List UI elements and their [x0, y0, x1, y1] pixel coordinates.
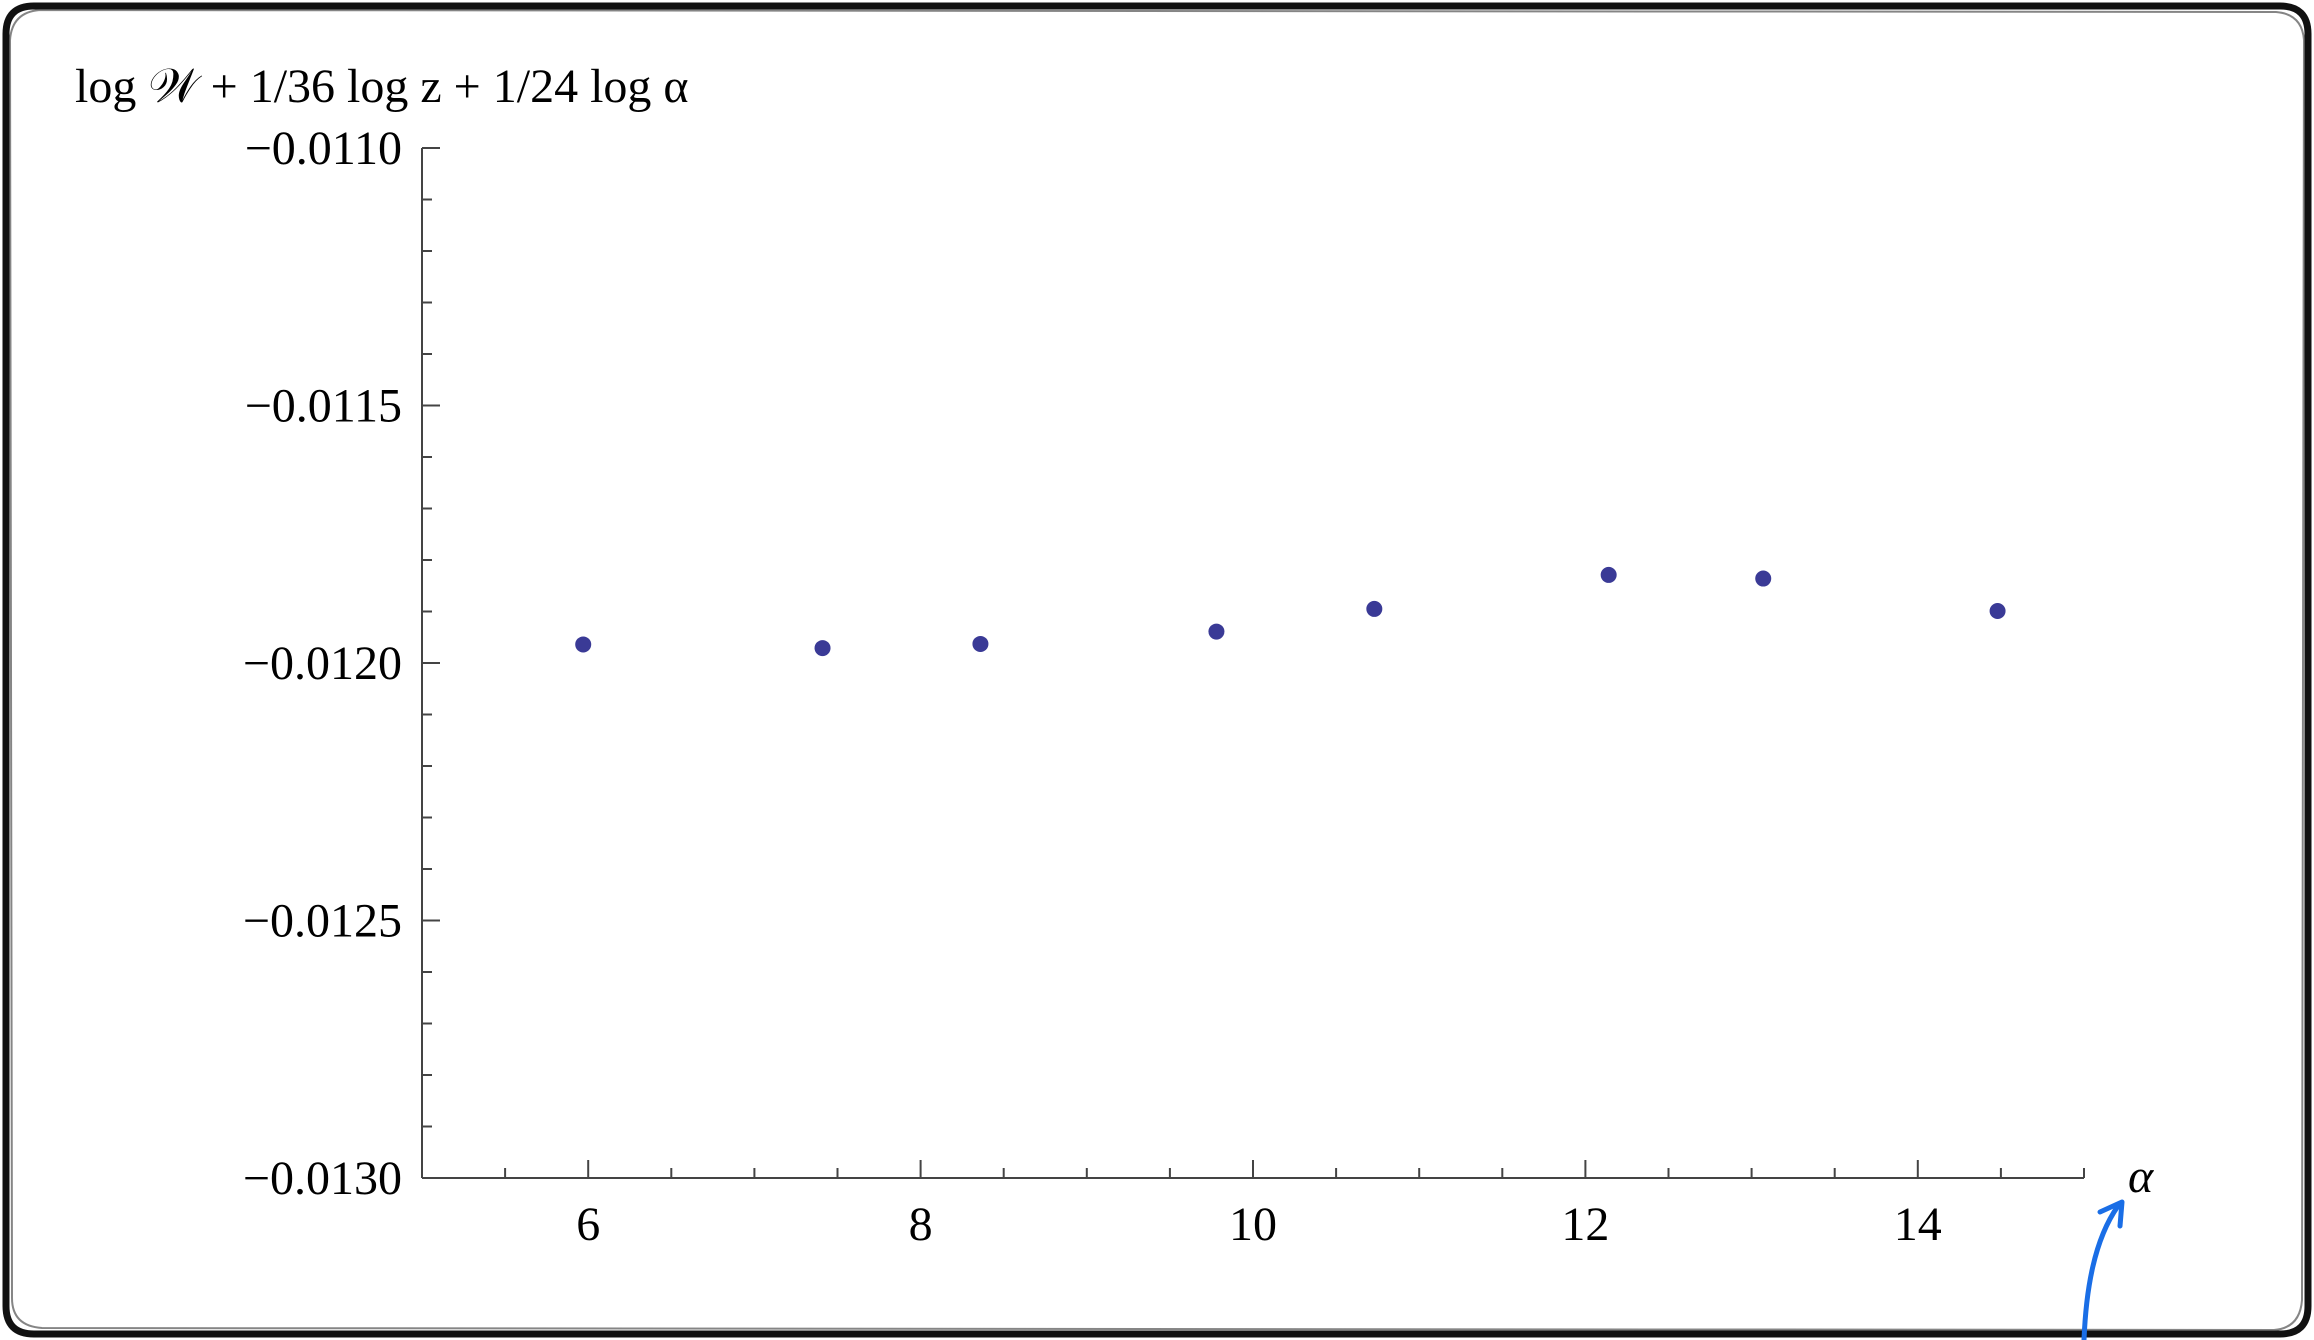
data-point [1366, 600, 1383, 617]
arrow-head-icon [2097, 1199, 2125, 1229]
y-axis-title: log 𝒲 + 1/36 log z + 1/24 log α [75, 60, 689, 113]
x-tick-label: 12 [1561, 1198, 1609, 1251]
y-tick-label: −0.0130 [243, 1152, 402, 1205]
tick-labels: 6 8 10 12 14 −0.0110 −0.0115 −0.0120 −0.0125 −0.0… [243, 122, 1942, 1251]
data-point [1208, 623, 1225, 640]
x-tick-label: 8 [909, 1198, 933, 1251]
x-axis-title: α [2128, 1150, 2154, 1203]
annotation-arrow [2081, 1199, 2125, 1340]
axes [421, 148, 2084, 1179]
tick-marks [421, 147, 2085, 1179]
x-tick-label: 6 [576, 1198, 600, 1251]
y-tick-label: −0.0125 [243, 895, 402, 948]
data-point [1989, 602, 2006, 619]
data-point [1755, 570, 1772, 587]
y-tick-label: −0.0120 [243, 637, 402, 690]
data-point [1600, 566, 1617, 583]
x-tick-label: 14 [1894, 1198, 1942, 1251]
data-points [575, 566, 2006, 657]
data-point [972, 635, 989, 652]
arrow-shaft [2081, 1203, 2121, 1340]
y-tick-label: −0.0115 [245, 380, 402, 433]
x-tick-label: 10 [1229, 1198, 1277, 1251]
data-point [575, 636, 592, 653]
y-tick-label: −0.0110 [245, 122, 402, 175]
data-point [814, 640, 831, 657]
